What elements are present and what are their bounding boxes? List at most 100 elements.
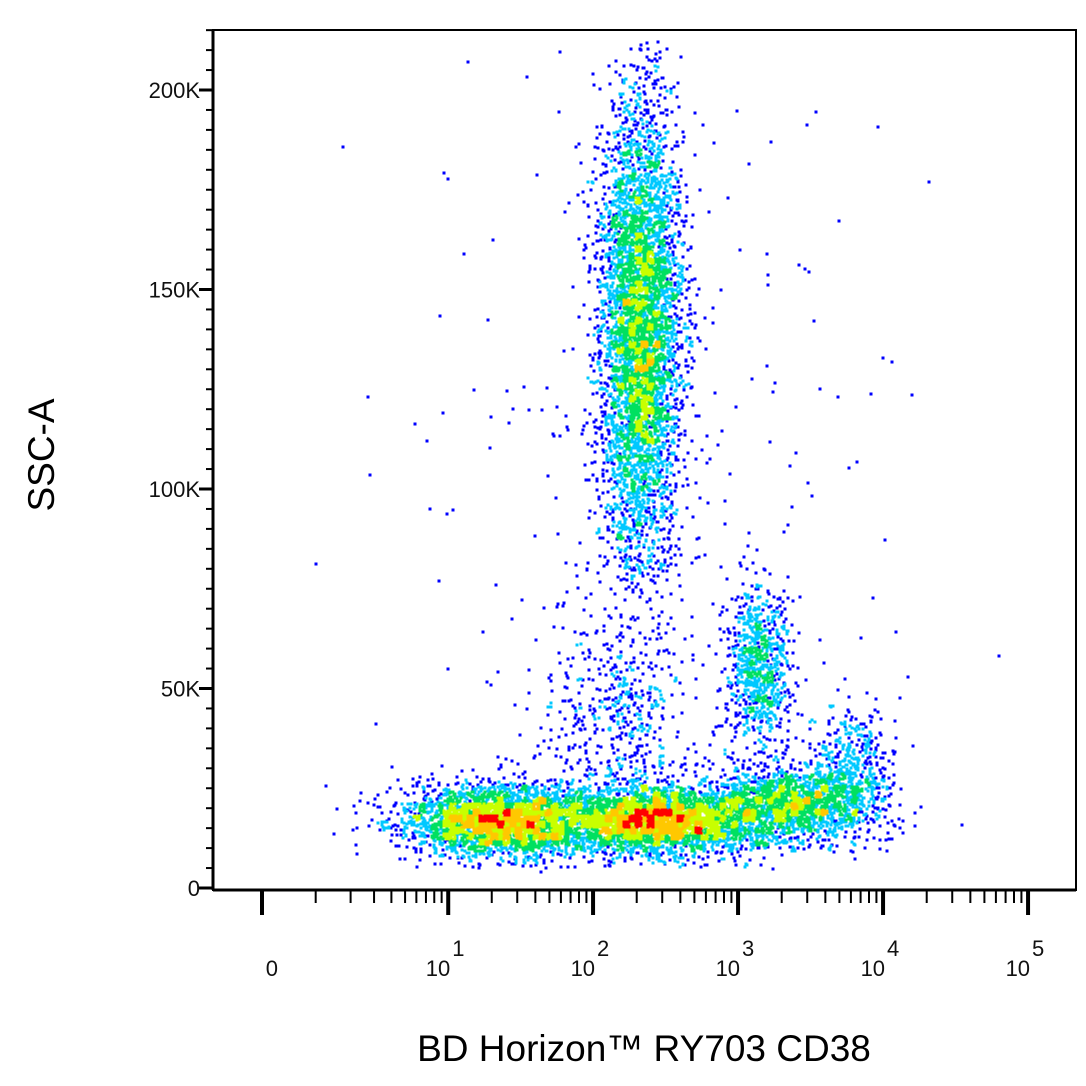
- data-point: [797, 631, 801, 635]
- data-point: [854, 717, 858, 721]
- data-point: [567, 699, 571, 703]
- data-point: [690, 561, 694, 565]
- data-point: [595, 531, 599, 535]
- data-point: [789, 766, 793, 770]
- data-point: [613, 592, 617, 596]
- data-point: [678, 865, 682, 869]
- data-point: [564, 414, 568, 418]
- data-point: [674, 458, 678, 462]
- data-point: [654, 159, 658, 163]
- data-point: [665, 300, 669, 304]
- data-point: [781, 600, 785, 604]
- data-point: [776, 825, 780, 829]
- data-point: [560, 849, 564, 853]
- data-point: [613, 848, 617, 852]
- data-point: [601, 789, 605, 793]
- data-point: [557, 848, 561, 852]
- data-point: [443, 840, 447, 844]
- data-point: [747, 612, 751, 616]
- data-point: [533, 754, 537, 758]
- data-point: [730, 851, 734, 855]
- data-point: [532, 853, 536, 857]
- data-point: [573, 630, 577, 634]
- data-point: [850, 715, 854, 719]
- data-point: [608, 300, 612, 304]
- data-point: [602, 564, 606, 568]
- data-point: [633, 701, 637, 705]
- data-point: [598, 387, 602, 391]
- data-point: [628, 198, 632, 202]
- data-point: [734, 405, 738, 409]
- data-point: [634, 691, 638, 695]
- data-point: [614, 696, 618, 700]
- data-point: [417, 780, 421, 784]
- data-point: [604, 689, 608, 693]
- data-point: [678, 584, 682, 588]
- data-point: [510, 617, 514, 621]
- data-point: [755, 700, 759, 704]
- data-point: [655, 234, 659, 238]
- data-point: [763, 764, 767, 768]
- data-point: [579, 706, 583, 710]
- data-point: [646, 482, 650, 486]
- data-point: [885, 849, 889, 853]
- data-point: [625, 118, 629, 122]
- data-point: [662, 563, 666, 567]
- data-point: [612, 256, 616, 260]
- data-point: [594, 380, 598, 384]
- data-point: [617, 409, 621, 413]
- data-point: [834, 808, 838, 812]
- data-point: [738, 248, 742, 252]
- data-point: [738, 721, 742, 725]
- data-point: [595, 687, 599, 691]
- data-point: [901, 831, 905, 835]
- data-point: [559, 778, 563, 782]
- data-point: [597, 334, 601, 338]
- data-point: [628, 113, 632, 117]
- data-point: [732, 776, 736, 780]
- data-point: [598, 536, 602, 540]
- data-point: [634, 694, 638, 698]
- data-point: [857, 818, 861, 822]
- data-point: [632, 510, 636, 514]
- data-point: [612, 462, 616, 466]
- data-point: [638, 571, 642, 575]
- data-point: [743, 621, 747, 625]
- data-point: [783, 838, 787, 842]
- data-point: [662, 365, 666, 369]
- data-point: [776, 695, 780, 699]
- data-point: [701, 123, 705, 127]
- data-point: [663, 235, 667, 239]
- data-point: [660, 545, 664, 549]
- data-point: [643, 479, 647, 483]
- data-point: [892, 773, 896, 777]
- data-point: [479, 789, 483, 793]
- data-point: [611, 396, 615, 400]
- data-point: [659, 853, 663, 857]
- data-point: [851, 750, 855, 754]
- data-point: [609, 668, 613, 672]
- data-point: [604, 363, 608, 367]
- data-point: [823, 773, 827, 777]
- data-point: [625, 319, 629, 323]
- data-point: [640, 854, 644, 858]
- data-point: [653, 581, 657, 585]
- data-point: [366, 395, 370, 399]
- data-point: [818, 638, 822, 642]
- data-point: [501, 851, 505, 855]
- data-point: [913, 811, 917, 815]
- data-point: [708, 781, 712, 785]
- data-point: [673, 857, 677, 861]
- data-point: [643, 135, 647, 139]
- data-point: [881, 785, 885, 789]
- data-point: [819, 826, 823, 830]
- data-point: [653, 447, 657, 451]
- data-point: [681, 403, 685, 407]
- data-point: [593, 425, 597, 429]
- data-point: [726, 676, 730, 680]
- data-point: [849, 780, 853, 784]
- data-point: [627, 557, 631, 561]
- data-point: [766, 775, 770, 779]
- data-point: [672, 353, 676, 357]
- data-point: [614, 665, 618, 669]
